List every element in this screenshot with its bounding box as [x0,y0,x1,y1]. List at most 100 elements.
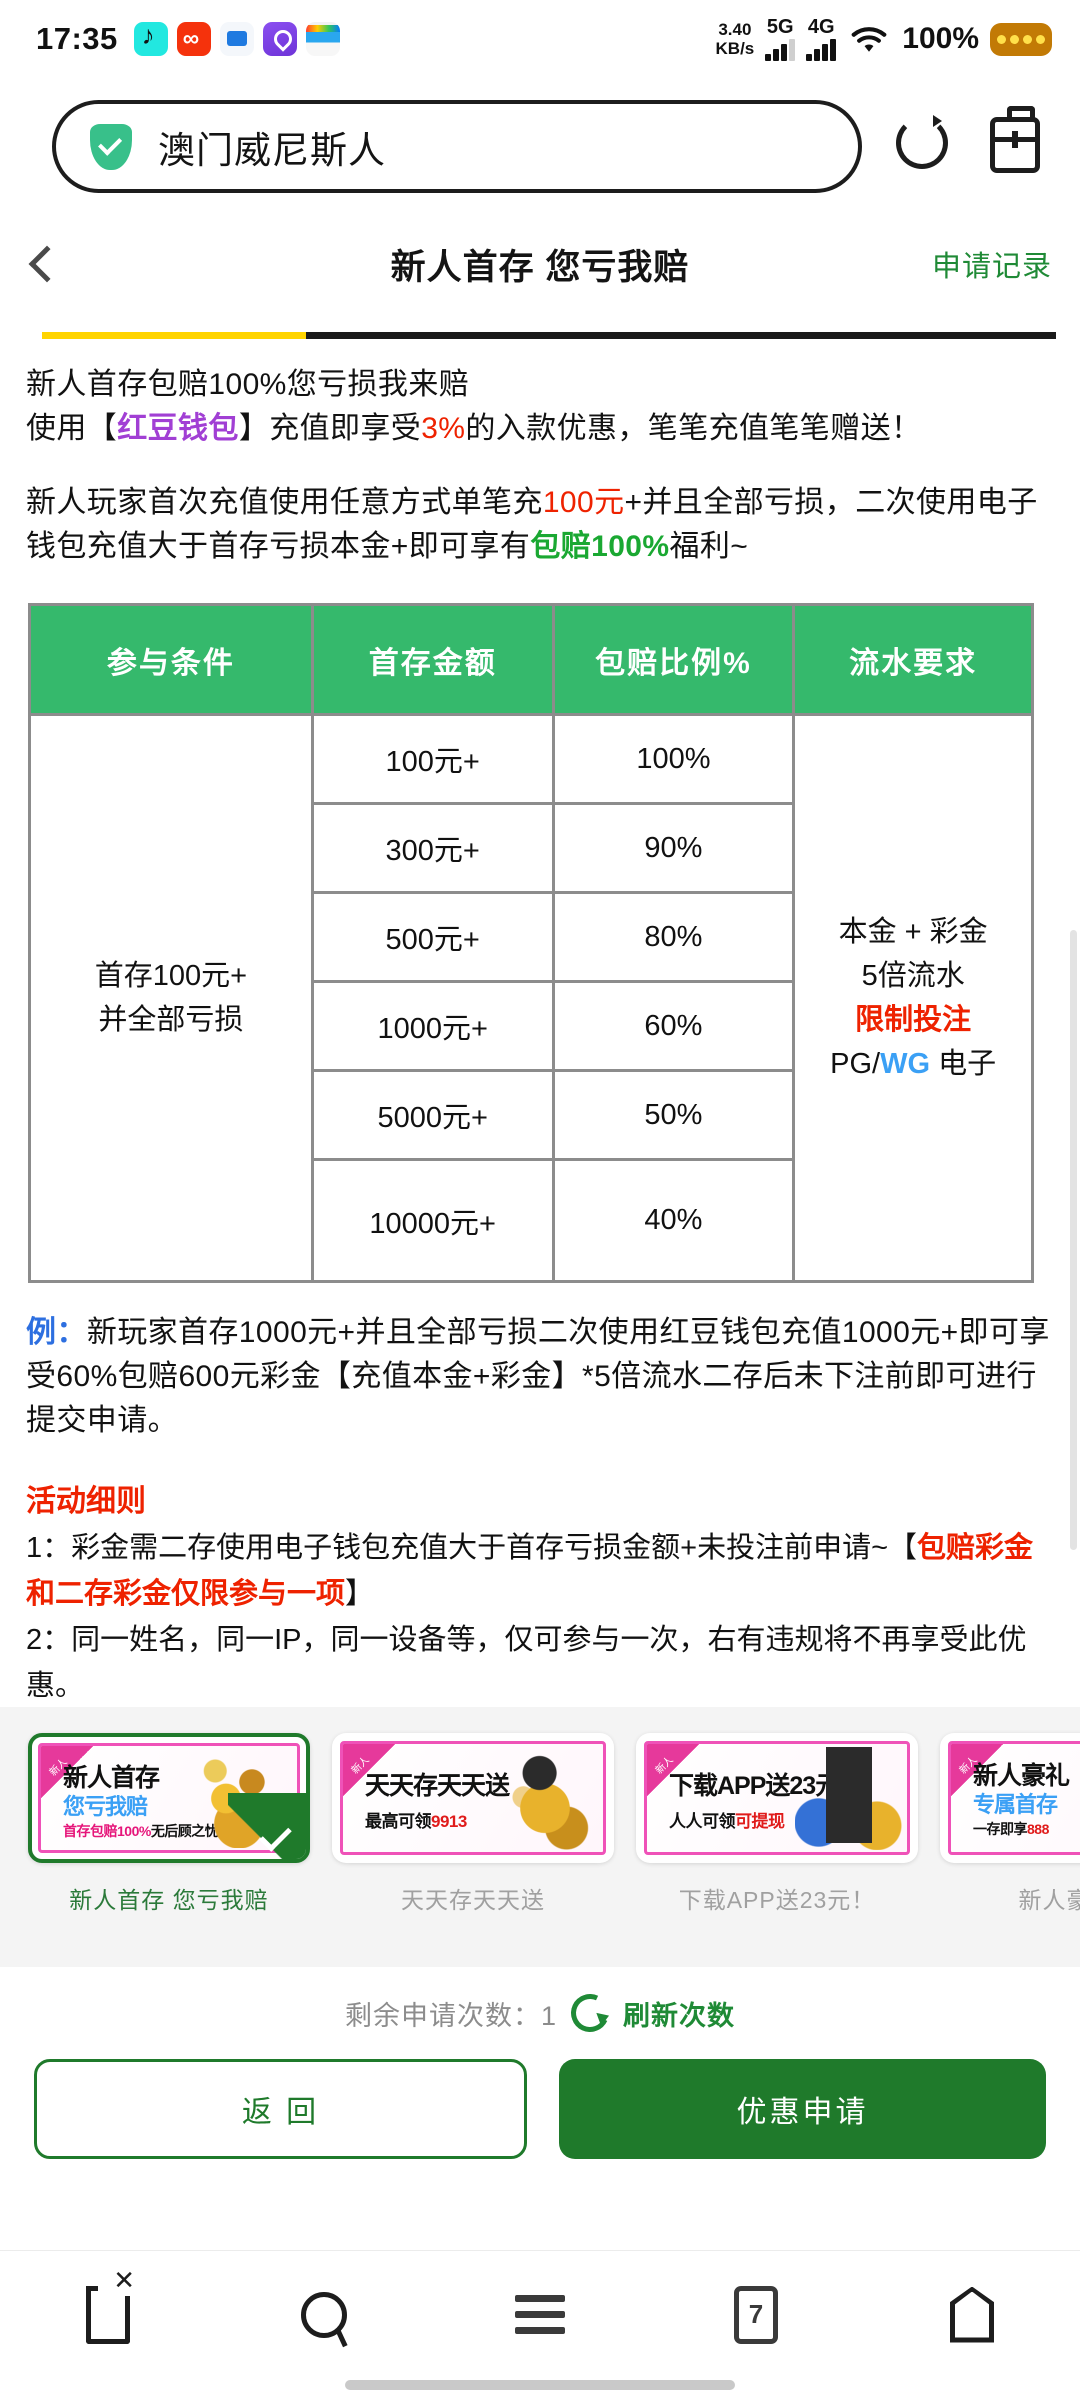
promo-subtitle-b: 9913 [431,1812,467,1831]
promo-card-inner: 新人 下载APP送23元 人人可领可提现 [644,1741,910,1855]
promo-subtitle-a: 最高可领 [365,1812,432,1831]
promo-card-daily-deposit[interactable]: 新人 天天存天天送 最高可领9913 [332,1733,614,1863]
toolbox-button[interactable] [990,105,1050,177]
apply-promotion-button[interactable]: 优惠申请 [559,2059,1046,2159]
newcomer-tag: 新人 [343,1744,395,1796]
promo-subtitle-a: 人人可领 [669,1812,736,1831]
min-deposit-amount: 100元 [542,486,625,519]
ratio-value: 80% [551,891,796,983]
promo-card-inner: 新人 新人豪礼 专属首存 一存即享888 [948,1741,1080,1855]
search-button[interactable] [276,2267,372,2363]
promo-title-1: 新人豪礼 [973,1762,1070,1790]
back-chevron-icon [28,245,66,283]
refresh-icon [896,114,948,169]
refresh-count-icon[interactable] [565,1988,615,2038]
table-row: 首存100元+ 并全部亏损 100元+ 100% 本金 + 彩金 5倍流水 限制… [28,713,1034,1283]
promo-title-1-text: 新人首存 [63,1764,160,1792]
flow-line-4-c: 电子 [930,1048,997,1080]
toolbox-icon [990,105,1040,173]
table-row: 10000元+ 40% [30,1158,1033,1283]
wallet-name: 红豆钱包 [117,412,239,445]
back-button[interactable]: 返 回 [34,2059,527,2159]
rule-item-1: 1：彩金需二存使用电子钱包充值大于首存亏损金额+未投注前申请~【包赔彩金和二存彩… [26,1525,1056,1617]
signal-bars-icon [765,39,796,61]
page-title: 新人首存 您亏我赔 [390,247,690,287]
example-body: 新玩家首存1000元+并且全部亏损二次使用红豆钱包充值1000元+即可享受60%… [26,1316,1050,1437]
condition-line-2: 并全部亏损 [98,1004,244,1036]
promo-item[interactable]: 新人 新人首存 您亏我赔 首存包赔100%无后顾之忧 新人首存 您亏我赔 [28,1733,310,1915]
promo-card-download-app[interactable]: 新人 下载APP送23元 人人可领可提现 [636,1733,918,1863]
guarantee-highlight: 包赔100% [530,530,670,563]
status-bar: 17:35 3.40 KB/s 5G 4G 100% [0,0,1080,78]
promo-card-newcomer-gift[interactable]: 新人 新人豪礼 专属首存 一存即享888 [940,1733,1080,1863]
address-bar-text: 澳门威尼斯人 [158,129,386,171]
table-head: 参与条件 首存金额 包赔比例% 流水要求 [28,603,1034,716]
search-icon [301,2291,347,2338]
tabs-icon: 7 [734,2285,778,2344]
table-row: 5000元+ 50% [30,1069,1033,1161]
promo-item[interactable]: 新人 天天存天天送 最高可领9913 天天存天天送 [332,1733,614,1915]
promo-label: 天天存天天送 [401,1887,545,1913]
promo-card-text: 新人首存 您亏我赔 首存包赔100%无后顾之忧 [63,1764,219,1842]
flow-line-4-a: PG/ [830,1048,881,1080]
flow-requirement-cell: 本金 + 彩金 5倍流水 限制投注 PG/WG 电子 [792,713,1034,1283]
promo-card-newcomer-first-deposit[interactable]: 新人 新人首存 您亏我赔 首存包赔100%无后顾之忧 [28,1733,310,1863]
sim1-indicator: 5G [765,16,796,61]
signal-bars-icon [806,39,837,61]
gesture-bar [345,2380,735,2390]
gallery-icon [305,22,340,56]
refresh-button[interactable] [896,114,956,177]
intro-line-3: 新人玩家首次充值使用任意方式单笔充100元+并且全部亏损，二次使用电子钱包充值大… [26,481,1054,569]
intro-line-3-b: +并且全部亏损，二次使用电子钱包充值大于首存亏损本金+即可享有 [26,486,1038,563]
ratio-value: 60% [551,980,796,1072]
net-speed-unit: KB/s [715,39,755,58]
rule-1-a: 1：彩金需二存使用电子钱包充值大于首存亏损金额+未投注前申请~【 [26,1532,918,1564]
intro-line-2-b: 】充值即享受 [238,412,422,445]
newcomer-tag: 新人 [951,1744,1003,1796]
menu-icon [515,2286,565,2343]
promo-card-inner: 新人 天天存天天送 最高可领9913 [340,1741,606,1855]
promo-subtitle: 一存即享888 [973,1818,1080,1840]
promo-label: 新人首存 您亏我赔 [69,1887,269,1913]
promotion-carousel[interactable]: 新人 新人首存 您亏我赔 首存包赔100%无后顾之忧 新人首存 您亏我赔 新人 [0,1707,1080,1967]
promo-artwork [491,1744,599,1850]
home-button[interactable] [924,2267,1020,2363]
promo-item[interactable]: 新人 新人豪礼 专属首存 一存即享888 新人豪礼 ① [940,1733,1080,1915]
ratio-value: 40% [551,1158,796,1283]
promo-subtitle-a: 一存即享 [973,1821,1028,1837]
promo-subtitle-a: 首存包赔100% [63,1823,151,1839]
sim2-indicator: 4G [806,16,837,61]
promo-subtitle-b: 888 [1027,1821,1049,1837]
table-row: 1000元+ 60% [30,980,1033,1072]
selected-check-icon [228,1793,306,1859]
promo-artwork [795,1744,903,1850]
promo-title-2: 您亏我赔 [63,1794,148,1819]
newcomer-tag: 新人 [41,1746,93,1798]
promo-card-inner: 新人 新人首存 您亏我赔 首存包赔100%无后顾之忧 [38,1743,300,1853]
net-speed: 3.40 KB/s [716,20,755,58]
ratio-value: 100% [551,713,796,805]
rule-item-2: 2：同一姓名，同一IP，同一设备等，仅可参与一次，右有违规将不再享受此优惠。 [26,1624,1027,1702]
deposit-value: 300元+ [310,802,555,894]
status-app-icons [133,22,340,56]
sim2-label: 4G [807,16,835,38]
promo-title-1: 新人首存 [63,1764,211,1793]
back-button[interactable] [28,245,66,283]
newcomer-tag: 新人 [647,1744,699,1796]
menu-button[interactable] [492,2267,588,2363]
example-label: 例： [26,1316,87,1349]
page-header: 新人首存 您亏我赔 申请记录 [0,221,1080,307]
promo-subtitle-b: 可提现 [735,1812,785,1831]
intro-section: 新人首存包赔100%您亏损我来赔 使用【红豆钱包】充值即享受3%的入款优惠，笔笔… [0,363,1080,569]
promo-item[interactable]: 新人 下载APP送23元 人人可领可提现 下载APP送23元！ [636,1733,918,1915]
progress-strip [42,332,1056,339]
application-record-link[interactable]: 申请记录 [931,251,1052,283]
tabs-button[interactable]: 7 [708,2267,804,2363]
close-page-button[interactable] [60,2264,156,2363]
rule-1-b: 】 [345,1578,375,1610]
address-bar[interactable]: 澳门威尼斯人 [52,100,862,193]
page-scrollbar[interactable] [1070,930,1077,1550]
refresh-count-label[interactable]: 刷新次数 [623,2000,736,2031]
table-header-condition: 参与条件 [28,603,314,716]
sim1-label: 5G [766,16,794,38]
